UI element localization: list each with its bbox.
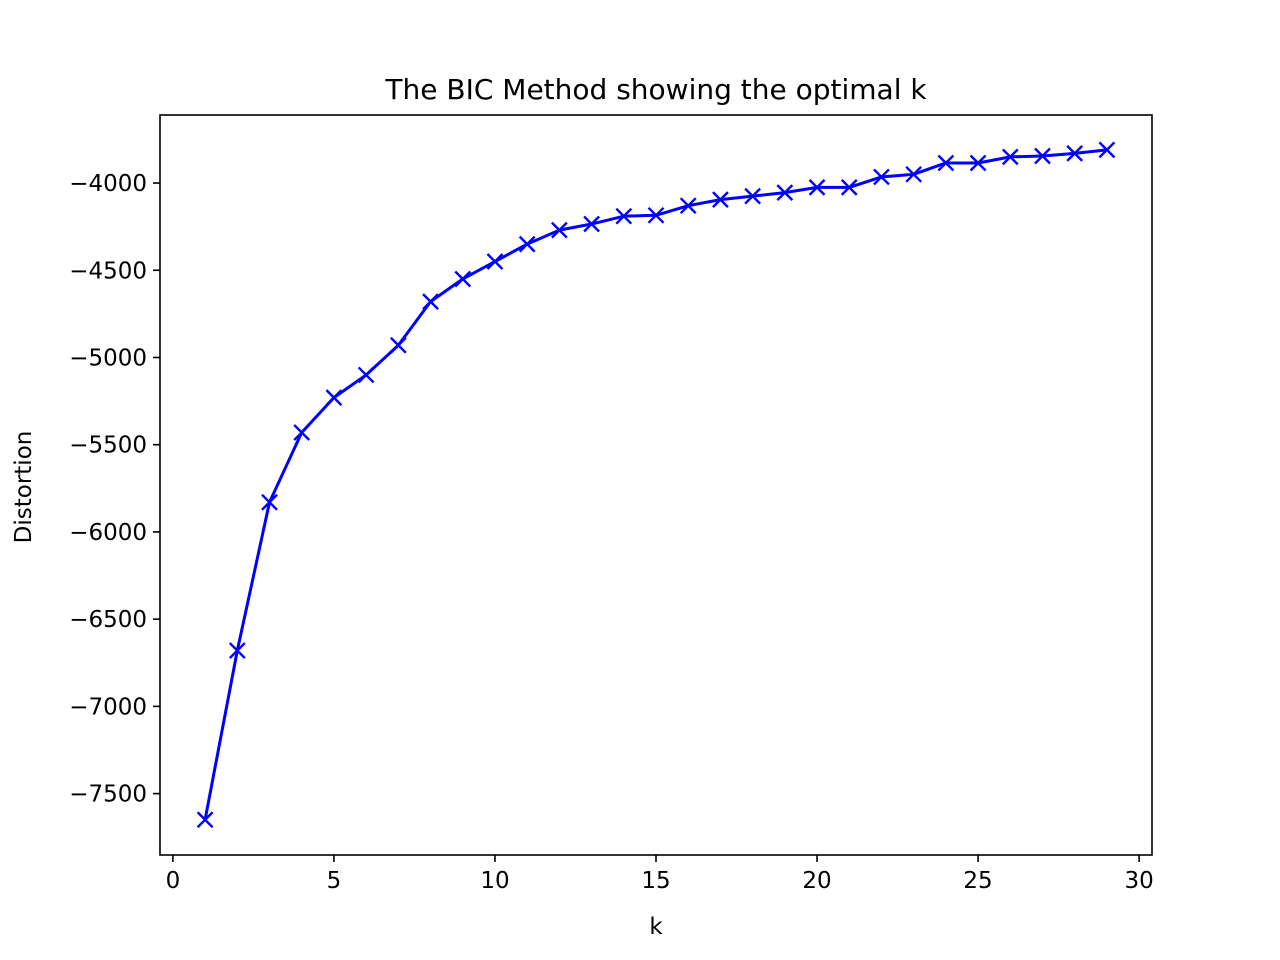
x-tick-label: 30 bbox=[1124, 868, 1153, 894]
x-tick-label: 0 bbox=[166, 868, 181, 894]
data-point-marker bbox=[261, 493, 278, 511]
data-point-marker bbox=[808, 179, 826, 196]
y-tick-label: −4500 bbox=[69, 258, 147, 284]
data-point-marker bbox=[454, 270, 472, 288]
x-tick-label: 5 bbox=[327, 868, 342, 894]
y-tick-label: −6000 bbox=[69, 520, 147, 546]
chart-title: The BIC Method showing the optimal k bbox=[384, 73, 927, 106]
x-tick-label: 20 bbox=[802, 868, 831, 894]
y-tick-label: −4000 bbox=[69, 171, 147, 197]
data-point-marker bbox=[1034, 147, 1051, 165]
x-tick-label: 25 bbox=[963, 868, 992, 894]
data-point-marker bbox=[551, 221, 568, 239]
axes-frame bbox=[159, 114, 1153, 856]
x-tick-label: 10 bbox=[480, 868, 509, 894]
data-point-marker bbox=[873, 168, 890, 186]
data-point-marker bbox=[647, 206, 665, 224]
data-point-marker bbox=[389, 336, 407, 354]
plot-area bbox=[196, 141, 1116, 829]
data-point-marker bbox=[486, 253, 504, 270]
y-tick-label: −5500 bbox=[69, 433, 147, 459]
data-point-marker bbox=[325, 389, 343, 406]
x-axis: 0 5 10 15 20 25 30 bbox=[166, 855, 1154, 894]
data-point-marker bbox=[615, 207, 633, 225]
data-point-marker bbox=[744, 187, 761, 205]
data-point-marker bbox=[357, 366, 375, 384]
data-point-marker bbox=[1098, 141, 1116, 159]
data-point-marker bbox=[679, 197, 697, 215]
data-point-marker bbox=[196, 811, 214, 829]
data-point-marker bbox=[840, 179, 858, 196]
data-point-marker bbox=[422, 293, 439, 311]
y-tick-label: −6500 bbox=[69, 607, 147, 633]
x-axis-label: k bbox=[649, 914, 663, 940]
data-point-marker bbox=[1066, 145, 1084, 162]
data-point-marker bbox=[293, 424, 311, 441]
y-axis-label: Distortion bbox=[11, 431, 37, 544]
data-point-marker bbox=[583, 215, 600, 233]
data-point-marker bbox=[228, 642, 246, 659]
x-tick-label: 15 bbox=[641, 868, 670, 894]
data-point-marker bbox=[905, 165, 923, 183]
data-point-marker bbox=[518, 235, 536, 253]
y-tick-label: −7000 bbox=[69, 694, 147, 720]
y-axis: −7500 −7000 −6500 −6000 −5500 −5000 −4500 −4000 bbox=[69, 171, 160, 808]
data-point-marker bbox=[1001, 148, 1019, 166]
data-point-marker bbox=[937, 154, 955, 172]
y-tick-label: −5000 bbox=[69, 345, 147, 371]
data-point-marker bbox=[712, 191, 729, 208]
data-point-marker bbox=[776, 184, 794, 201]
y-tick-label: −7500 bbox=[69, 782, 147, 808]
data-point-marker bbox=[969, 154, 987, 172]
